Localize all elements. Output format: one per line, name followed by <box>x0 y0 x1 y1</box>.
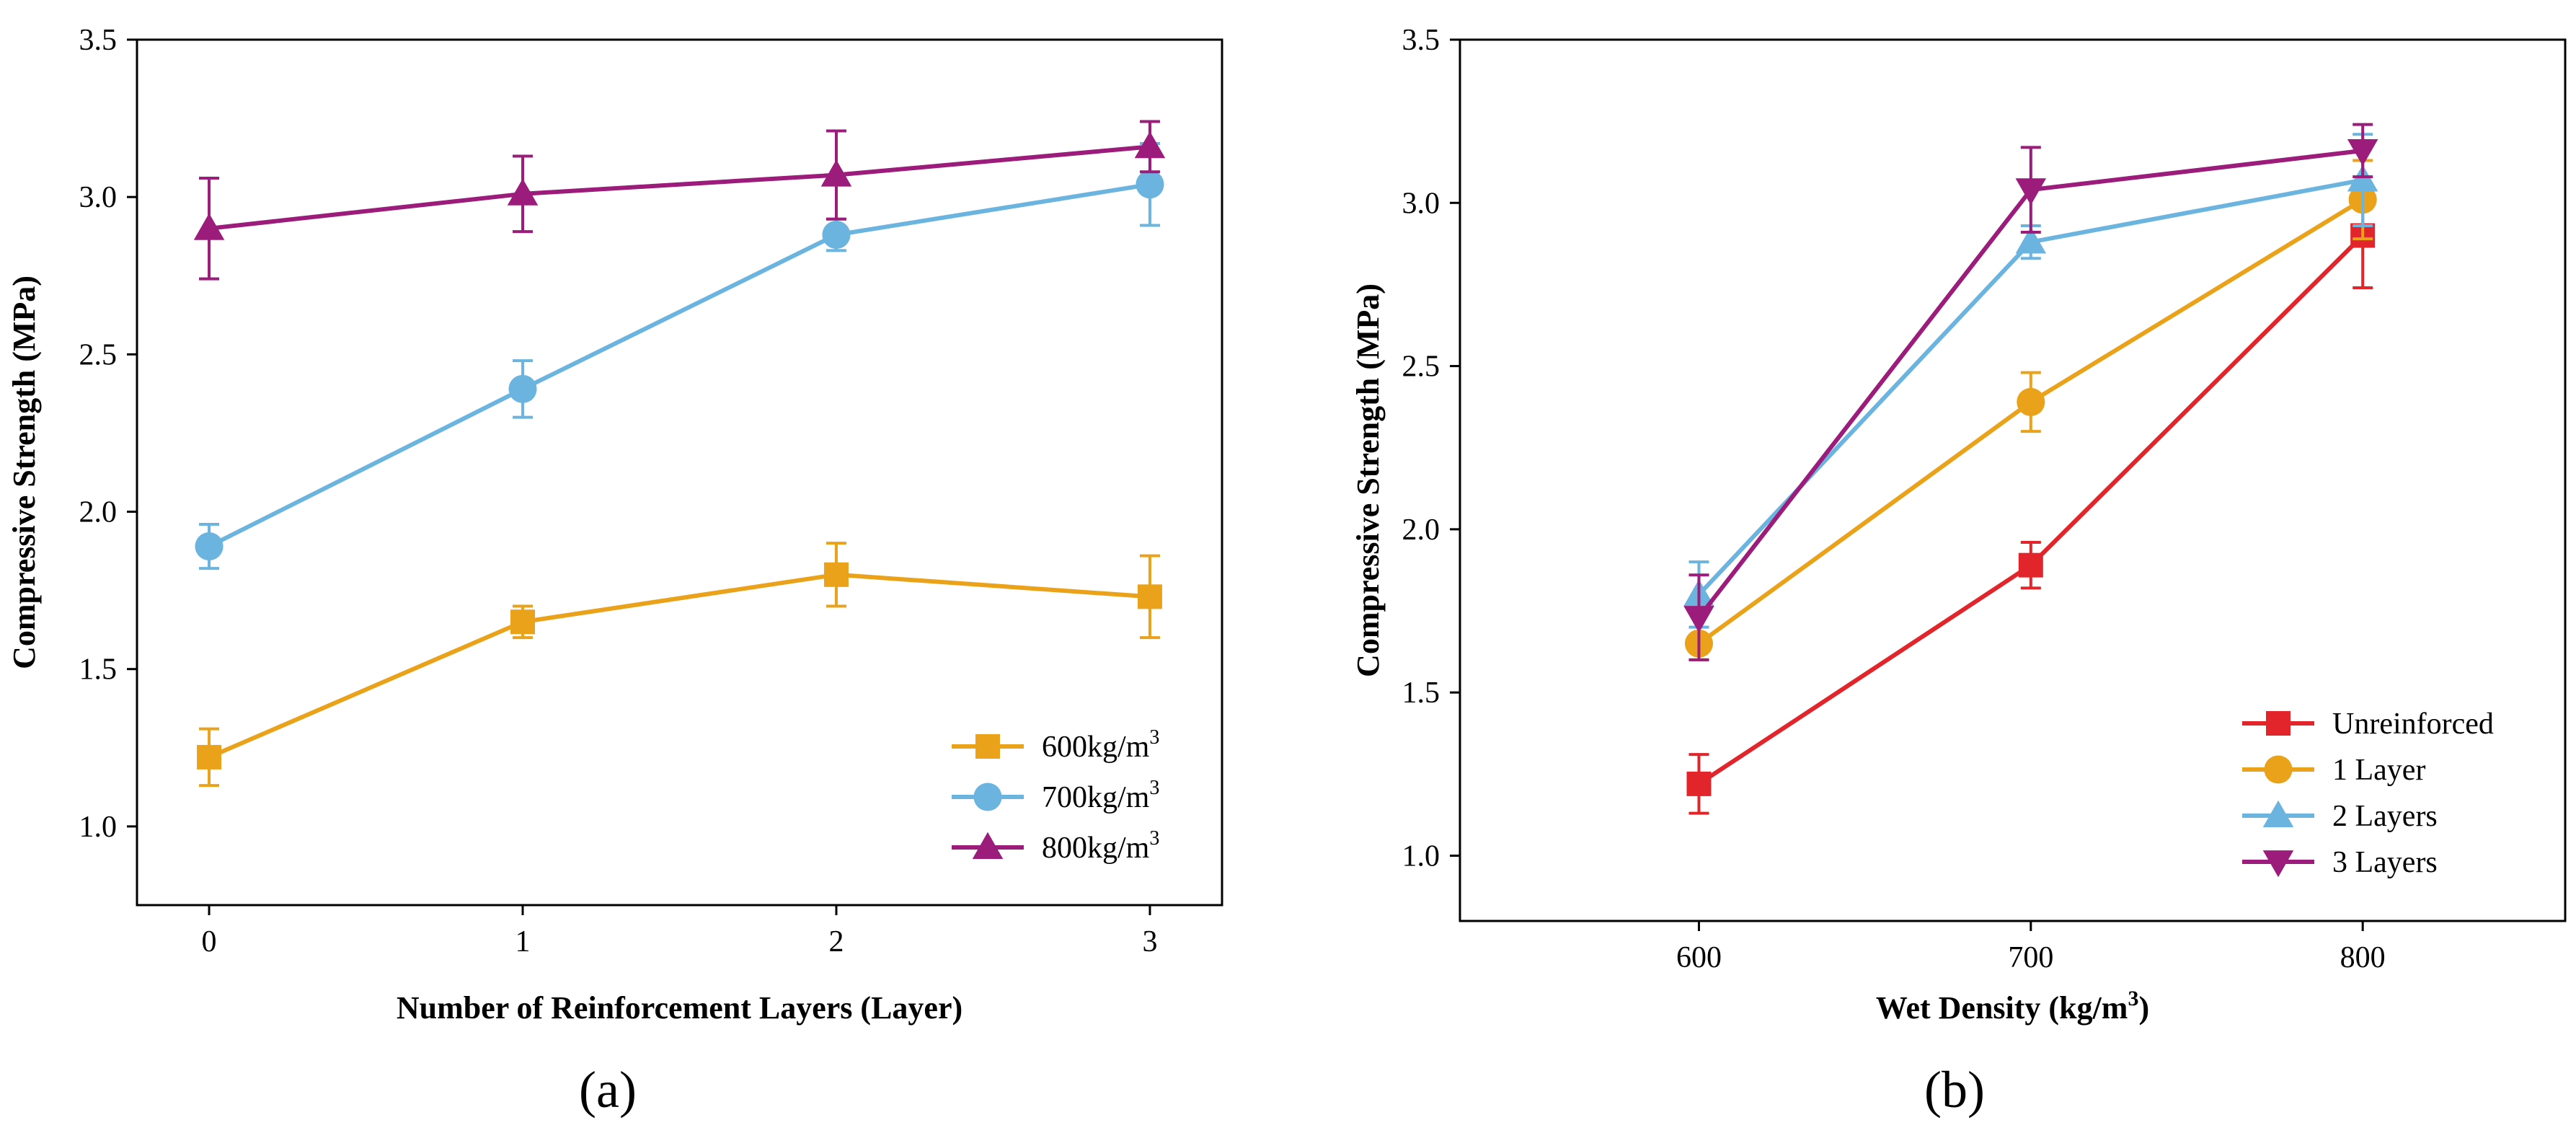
legend-label: 2 Layers <box>2332 800 2438 833</box>
plot-frame <box>136 38 1223 907</box>
plot-frame <box>1459 38 2567 922</box>
legend-label-sup: 3 <box>1149 827 1159 850</box>
data-point <box>820 159 852 187</box>
data-point <box>1134 131 1166 159</box>
x-tick-label: 3 <box>1142 925 1157 958</box>
legend-marker <box>972 832 1004 859</box>
data-point <box>510 609 536 635</box>
legend-label: 1 Layer <box>2332 754 2425 787</box>
x-tick-label: 700 <box>2008 941 2053 974</box>
data-point <box>2015 178 2047 206</box>
legend-entry: 3 Layers <box>2242 846 2438 879</box>
legend-label-sup: 3 <box>1149 726 1159 749</box>
legend-marker <box>2264 755 2293 784</box>
legend-label-text: 1 Layer <box>2332 754 2425 787</box>
y-tick-label: 2.5 <box>1402 351 1440 384</box>
legend-label-text: 2 Layers <box>2332 800 2438 833</box>
y-tick-label: 1.5 <box>1402 676 1440 710</box>
y-tick-label: 1.0 <box>79 811 118 844</box>
x-tick-label: 2 <box>828 925 844 958</box>
x-axis-label: Number of Reinforcement Layers (Layer) <box>397 990 962 1026</box>
legend-label-text: 3 Layers <box>2332 846 2438 879</box>
data-point <box>2018 552 2043 578</box>
y-tick-label: 3.5 <box>1402 24 1440 57</box>
legend-label: 800kg/m3 <box>1042 827 1159 865</box>
legend-entry: 600kg/m3 <box>952 726 1159 764</box>
series-600kg-m <box>197 542 1162 788</box>
legend-label: Unreinforced <box>2332 707 2494 741</box>
legend-entry: 1 Layer <box>2242 754 2425 787</box>
data-point <box>1137 584 1162 609</box>
chart-panel-b: 1.0 1.5 2.0 2.5 3.0 3.5 600 700 800 Wet Density (… <box>1350 24 2567 1119</box>
legend-label-text: 600kg/m <box>1042 731 1150 764</box>
x-axis-label-suffix: ) <box>2138 990 2149 1026</box>
x-axis-label-text: Wet Density (kg/m <box>1876 990 2128 1026</box>
series-700kg-m <box>195 142 1164 570</box>
x-tick-label: 600 <box>1676 941 1722 974</box>
y-tick-label: 2.0 <box>79 496 118 529</box>
series-line <box>208 144 1151 231</box>
series-800kg-m <box>193 120 1166 281</box>
legend-label: 600kg/m3 <box>1042 726 1159 764</box>
legend-label-text: Unreinforced <box>2332 707 2494 741</box>
y-tick-label: 3.5 <box>79 24 118 57</box>
x-tick-label: 800 <box>2340 941 2386 974</box>
series-line <box>1697 234 2365 786</box>
x-tick-label: 1 <box>515 925 531 958</box>
legend-label: 3 Layers <box>2332 846 2438 879</box>
series-line <box>208 182 1151 549</box>
legend-entry: Unreinforced <box>2242 707 2494 741</box>
x-axis-label-text: Number of Reinforcement Layers (Layer) <box>397 990 962 1026</box>
data-point <box>2015 226 2047 254</box>
legend-marker <box>2262 850 2294 878</box>
legend-label: 700kg/m3 <box>1042 777 1159 814</box>
panel-label: (b) <box>1924 1061 1985 1119</box>
data-point <box>2347 138 2378 167</box>
data-point <box>507 178 539 206</box>
legend-entry: 800kg/m3 <box>952 827 1159 865</box>
legend-marker <box>2262 800 2294 827</box>
y-tick-label: 2.0 <box>1402 513 1440 547</box>
y-axis-label: Compressive Strength (MPa) <box>1350 283 1386 677</box>
data-point <box>822 220 851 250</box>
data-point <box>1683 606 1714 633</box>
x-tick-label: 0 <box>202 925 217 958</box>
data-point <box>193 213 225 240</box>
legend-marker <box>975 734 1000 759</box>
legend-entry: 700kg/m3 <box>952 777 1159 814</box>
legend-label-sup: 3 <box>1149 777 1159 799</box>
legend-entry: 2 Layers <box>2242 800 2438 833</box>
legend-label-text: 800kg/m <box>1042 832 1150 865</box>
data-point <box>195 532 223 561</box>
y-tick-label: 3.0 <box>1402 187 1440 220</box>
legend-marker <box>2266 711 2290 736</box>
x-axis-label: Wet Density (kg/m3) <box>1876 987 2149 1026</box>
y-tick-label: 3.0 <box>79 181 118 214</box>
chart-panel-a: 1.0 1.5 2.0 2.5 3.0 3.5 0 1 2 3 Number of Reinforc… <box>6 24 1223 1119</box>
series-3-layers <box>1683 123 2378 661</box>
y-axis-label: Compressive Strength (MPa) <box>6 275 42 669</box>
x-axis-label-sup: 3 <box>2128 987 2138 1010</box>
legend-marker <box>973 782 1002 811</box>
panel-label: (a) <box>579 1061 637 1119</box>
series-line <box>208 572 1151 759</box>
data-point <box>1686 771 1712 796</box>
data-point <box>1136 170 1164 199</box>
data-point <box>197 744 222 770</box>
data-point <box>823 562 849 587</box>
legend-label-text: 700kg/m <box>1042 781 1150 814</box>
data-point <box>2017 387 2045 416</box>
data-point <box>508 374 537 403</box>
y-tick-label: 1.5 <box>79 653 118 687</box>
y-tick-label: 2.5 <box>79 338 118 371</box>
y-tick-label: 1.0 <box>1402 839 1440 873</box>
